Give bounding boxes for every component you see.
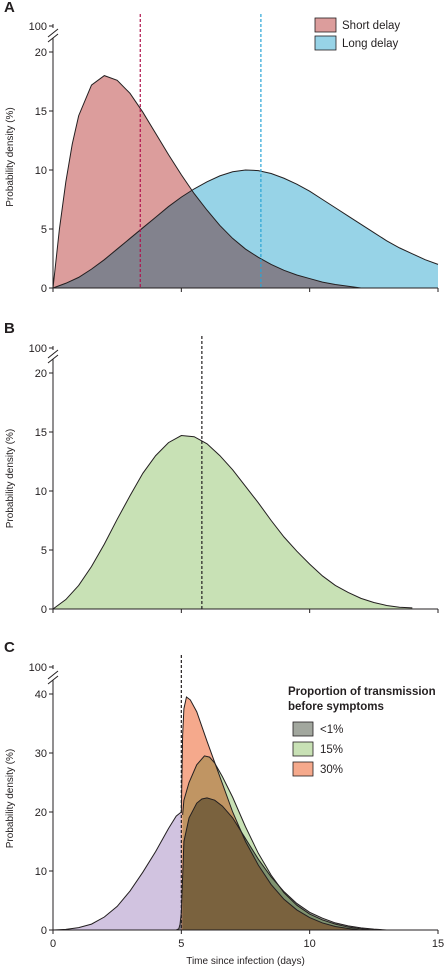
series-line-0 [52, 75, 362, 289]
axis-break-mark [47, 354, 59, 364]
series-line-0 [175, 797, 387, 931]
legend-swatch-2 [292, 761, 314, 777]
axis-break-mark [47, 670, 59, 680]
panel-B: 0 5 10 15 20 100 Probability density (%) B [4, 320, 439, 616]
legend-label-1: Long delay [342, 38, 399, 50]
series-area-2 [181, 696, 361, 930]
x-tick-label: 0 [50, 938, 56, 950]
series-line-1 [182, 755, 374, 931]
y-tick-label: 5 [41, 545, 47, 557]
legend-swatch-0 [314, 17, 337, 33]
panel-letter: A [4, 0, 15, 16]
y-tick-label: 5 [41, 224, 47, 236]
y-tick-label: 15 [35, 106, 47, 118]
axis-break-mark [47, 33, 59, 43]
legend-label-2: 30% [320, 764, 343, 776]
legend-title-line: Proportion of transmission [288, 686, 436, 698]
axis-break-mark [47, 28, 59, 38]
y-tick-label: 0 [41, 283, 47, 295]
y-tick-label: 10 [35, 165, 47, 177]
x-tick-label: 15 [432, 938, 444, 950]
legend-swatch-1 [292, 741, 314, 757]
legend-label-0: Short delay [342, 20, 400, 32]
y-tick-label: 30 [35, 748, 47, 760]
panel-letter: B [4, 320, 15, 337]
series-area-0 [53, 75, 361, 288]
x-tick-label: 5 [178, 938, 184, 950]
y-tick-label: 100 [29, 662, 47, 674]
legend-title-line: before symptoms [288, 701, 384, 713]
axis-break-mark [47, 349, 59, 359]
y-tick-label: 0 [41, 925, 47, 937]
series-area-1 [53, 170, 438, 288]
y-tick-label: 15 [35, 427, 47, 439]
y-axis-label: Probability density (%) [5, 107, 16, 206]
series-line-2 [180, 696, 362, 931]
series-line-0 [52, 435, 413, 610]
panel-A: 0 5 10 15 20 100 Probability density (%) A Short… [4, 0, 439, 295]
x-tick-label: 10 [304, 938, 316, 950]
y-tick-label: 100 [29, 343, 47, 355]
legend-title: Proportion of transmission before symptom… [288, 686, 436, 713]
y-axis-label: Probability density (%) [5, 429, 16, 528]
y-tick-label: 0 [41, 604, 47, 616]
y-tick-label: 20 [35, 47, 47, 59]
series-area-0 [53, 435, 413, 609]
panel-letter: C [4, 639, 15, 656]
axis-break-mark [47, 675, 59, 685]
presymptom-area [53, 812, 182, 930]
y-tick-label: 10 [35, 486, 47, 498]
legend-label-0: <1% [320, 724, 343, 736]
y-tick-label: 10 [35, 866, 47, 878]
y-tick-label: 100 [29, 21, 47, 33]
legend-swatch-0 [292, 721, 314, 737]
x-axis-label: Time since infection (days) [186, 956, 305, 967]
y-tick-label: 20 [35, 807, 47, 819]
legend-label-1: 15% [320, 744, 343, 756]
series-line-1 [52, 169, 439, 289]
y-tick-label: 20 [35, 368, 47, 380]
y-axis-label: Probability density (%) [5, 749, 16, 848]
presymptom-line [52, 811, 182, 931]
y-tick-label: 40 [35, 689, 47, 701]
panel-C: 0 10 20 30 40 100 0 5 10 15 Time since infection (… [4, 639, 444, 967]
legend-swatch-1 [314, 35, 337, 51]
